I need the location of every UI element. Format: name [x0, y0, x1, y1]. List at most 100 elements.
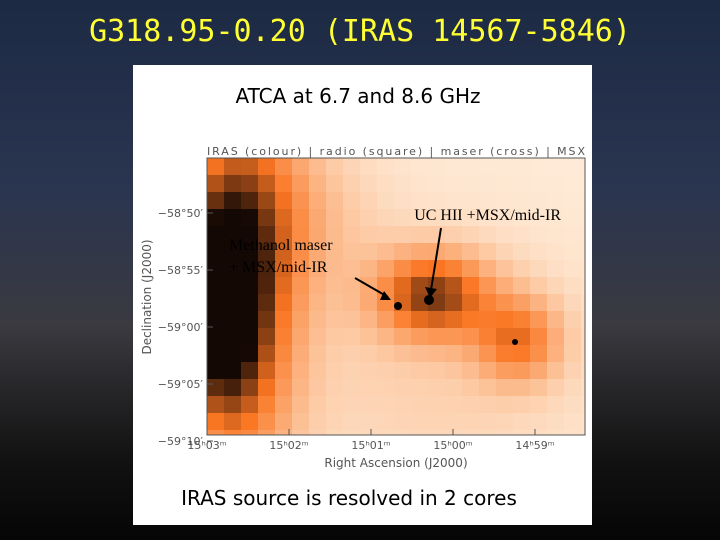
map-cell [564, 311, 581, 328]
map-cell [360, 226, 377, 243]
map-cell [564, 158, 581, 175]
map-cell [394, 175, 411, 192]
x-tick-label: 15ʰ01ᵐ [351, 439, 390, 452]
map-cell [292, 413, 309, 430]
map-cell [462, 413, 479, 430]
map-cell [564, 396, 581, 413]
map-cell [224, 260, 241, 277]
map-cell [445, 175, 462, 192]
map-cell [241, 192, 258, 209]
map-cell [581, 158, 585, 175]
map-cell [343, 192, 360, 209]
map-cell [530, 209, 547, 226]
map-cell [292, 226, 309, 243]
map-cell [275, 379, 292, 396]
map-cell [428, 362, 445, 379]
map-cell [377, 311, 394, 328]
map-cell [445, 311, 462, 328]
map-cell [275, 362, 292, 379]
y-axis-label: Declination (J2000) [140, 239, 154, 354]
map-cell [377, 430, 394, 435]
map-cell [411, 260, 428, 277]
map-cell [581, 277, 585, 294]
map-cell [241, 277, 258, 294]
caption: IRAS source is resolved in 2 cores [181, 486, 517, 510]
map-cell [309, 413, 326, 430]
map-cell [207, 345, 224, 362]
map-cell [564, 209, 581, 226]
map-cell [275, 277, 292, 294]
map-cell [564, 345, 581, 362]
map-cell [377, 260, 394, 277]
map-cell [377, 158, 394, 175]
map-cell [479, 379, 496, 396]
map-cell [581, 226, 585, 243]
map-cell [343, 328, 360, 345]
map-cell [394, 345, 411, 362]
map-cell [326, 379, 343, 396]
map-cell [343, 430, 360, 435]
map-cell [224, 158, 241, 175]
map-cell [292, 277, 309, 294]
map-cell [530, 396, 547, 413]
map-cell [258, 175, 275, 192]
map-cell [479, 396, 496, 413]
map-cell [377, 243, 394, 260]
map-cell [462, 175, 479, 192]
map-cell [479, 192, 496, 209]
map-cell [462, 328, 479, 345]
map-cell [479, 311, 496, 328]
map-cell [326, 345, 343, 362]
map-cell [377, 192, 394, 209]
map-cell [258, 226, 275, 243]
map-cell [343, 311, 360, 328]
map-cell [241, 345, 258, 362]
x-axis-label: Right Ascension (J2000) [324, 456, 467, 470]
map-cell [207, 277, 224, 294]
map-cell [428, 311, 445, 328]
map-cell [292, 158, 309, 175]
map-cell [513, 243, 530, 260]
map-cell [564, 379, 581, 396]
map-cell [360, 243, 377, 260]
map-cell [496, 328, 513, 345]
map-cell [275, 311, 292, 328]
figure: ATCA at 6.7 and 8.6 GHz IRAS (colour) | … [140, 84, 586, 510]
map-cell [462, 226, 479, 243]
map-cell [343, 226, 360, 243]
map-cell [360, 175, 377, 192]
map-cell [241, 260, 258, 277]
map-cell [428, 175, 445, 192]
map-cell [411, 277, 428, 294]
map-cell [530, 430, 547, 435]
map-cell [258, 328, 275, 345]
map-cell [360, 192, 377, 209]
map-cell [343, 396, 360, 413]
map-cell [394, 362, 411, 379]
map-cell [207, 260, 224, 277]
map-cell [241, 226, 258, 243]
map-cell [445, 413, 462, 430]
map-cell [309, 396, 326, 413]
map-cell [309, 243, 326, 260]
map-cell [275, 294, 292, 311]
map-cell [530, 345, 547, 362]
map-cell [241, 294, 258, 311]
map-cell [564, 192, 581, 209]
map-cell [445, 328, 462, 345]
map-cell [513, 311, 530, 328]
map-cell [445, 243, 462, 260]
map-cell [224, 379, 241, 396]
map-cell [547, 192, 564, 209]
map-cell [547, 362, 564, 379]
map-cell [462, 192, 479, 209]
map-cell [394, 328, 411, 345]
map-cell [207, 311, 224, 328]
map-cell [224, 192, 241, 209]
map-cell [326, 226, 343, 243]
map-cell [530, 328, 547, 345]
map-cell [326, 294, 343, 311]
map-cell [411, 192, 428, 209]
map-cell [411, 345, 428, 362]
map-cell [343, 362, 360, 379]
